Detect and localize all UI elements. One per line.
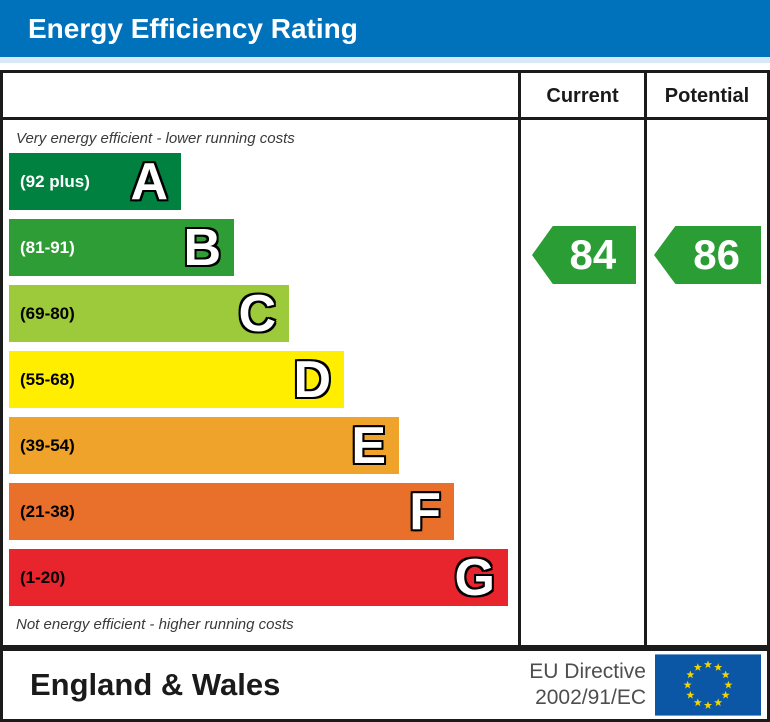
band-range-label: (81-91) [20, 237, 75, 257]
band-range-label: (39-54) [20, 435, 75, 455]
column-header-current: Current [546, 85, 619, 107]
current-rating-arrow: 84 [532, 226, 636, 284]
region-label: England & Wales [30, 667, 281, 702]
rating-table: Current Potential Very energy efficient … [0, 70, 770, 648]
rating-band: (1-20) G [9, 549, 508, 607]
rating-band: (69-80) C [9, 285, 289, 343]
caption-not-efficient: Not energy efficient - higher running co… [16, 616, 294, 633]
band-range-label: (55-68) [20, 369, 75, 389]
rating-band: (39-54) E [9, 417, 399, 475]
eu-flag-icon [655, 654, 761, 716]
column-header-potential: Potential [664, 85, 750, 107]
band-range-label: (92 plus) [20, 171, 90, 191]
potential-rating-value: 86 [693, 231, 740, 278]
band-letter: D [293, 351, 331, 409]
eu-directive-line2: 2002/91/EC [535, 686, 646, 709]
band-letter: F [409, 483, 441, 541]
column-divider-current [518, 73, 521, 645]
title-bar-accent-strip [0, 57, 770, 63]
eu-directive-label: EU Directive 2002/91/EC [529, 659, 646, 711]
band-letter: A [130, 153, 168, 211]
page-title: Energy Efficiency Rating [28, 13, 358, 44]
band-range-label: (21-38) [20, 501, 75, 521]
header-divider [3, 117, 767, 120]
band-letter: E [351, 417, 386, 475]
rating-band: (81-91) B [9, 219, 234, 277]
title-bar: Energy Efficiency Rating [0, 0, 770, 57]
current-rating-value: 84 [569, 231, 617, 278]
band-letter: C [238, 285, 276, 343]
bands-container: (92 plus) A (81-91) B (69-80) C (55-68) … [9, 153, 515, 615]
band-letter: G [454, 549, 495, 607]
band-letter: B [183, 219, 221, 277]
rating-band: (21-38) F [9, 483, 454, 541]
column-divider-potential [644, 73, 647, 645]
eu-directive-line1: EU Directive [529, 660, 646, 683]
caption-very-efficient: Very energy efficient - lower running co… [16, 130, 295, 147]
rating-band: (92 plus) A [9, 153, 181, 211]
potential-rating-arrow: 86 [654, 226, 761, 284]
footer-bar: England & Wales EU Directive 2002/91/EC [0, 648, 770, 722]
band-range-label: (1-20) [20, 567, 66, 587]
rating-band: (55-68) D [9, 351, 344, 409]
band-range-label: (69-80) [20, 303, 75, 323]
